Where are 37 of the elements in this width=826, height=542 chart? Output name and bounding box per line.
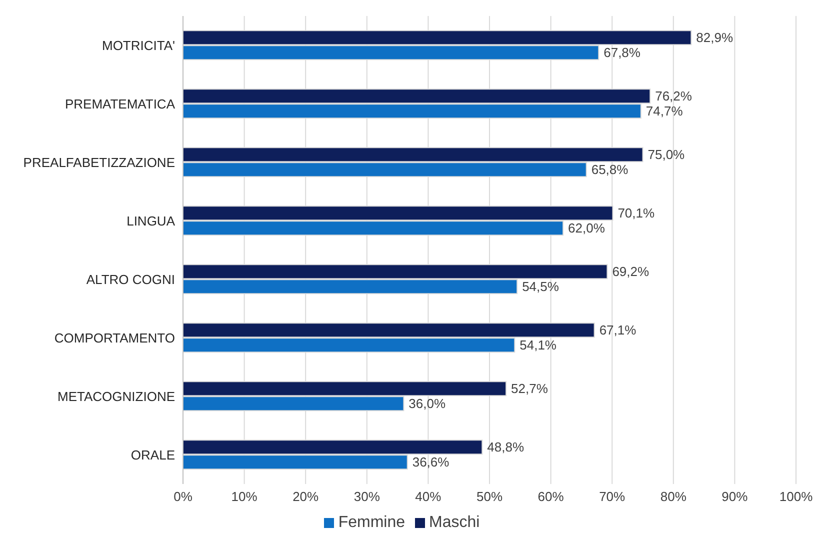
x-tick-label: 0% xyxy=(174,489,193,504)
y-tick-label: MOTRICITA' xyxy=(102,38,175,53)
y-tick-label: ORALE xyxy=(130,447,176,462)
data-label: 65,8% xyxy=(591,162,629,178)
x-tick-label: 70% xyxy=(599,489,626,504)
data-label: 54,1% xyxy=(520,338,557,353)
x-tick-label: 40% xyxy=(415,489,442,504)
data-label: 82,9% xyxy=(696,30,734,46)
x-tick-label: 60% xyxy=(538,489,564,504)
y-tick-label: METACOGNIZIONE xyxy=(58,388,176,404)
legend-label: Femmine xyxy=(338,514,405,531)
data-label: 48,8% xyxy=(487,440,524,455)
data-label: 75,0% xyxy=(648,147,686,162)
data-label: 67,1% xyxy=(599,322,637,338)
data-label: 69,2% xyxy=(612,264,650,280)
y-tick-label: ALTRO COGNI xyxy=(86,272,175,287)
y-tick-label: COMPORTAMENTO xyxy=(54,330,175,346)
y-tick-label: LINGUA xyxy=(126,213,176,228)
data-label: 54,5% xyxy=(522,279,560,294)
x-tick-label: 80% xyxy=(660,489,687,504)
data-label: 74,7% xyxy=(646,104,684,119)
x-tick-label: 100% xyxy=(779,489,814,504)
data-label: 76,2% xyxy=(655,88,692,104)
x-tick-label: 90% xyxy=(722,489,748,504)
x-tick-label: 10% xyxy=(231,489,258,504)
x-tick-label: 20% xyxy=(292,489,320,504)
data-label: 62,0% xyxy=(568,220,606,236)
x-tick-label: 30% xyxy=(354,489,380,504)
data-label: 36,0% xyxy=(408,396,446,412)
y-tick-label: PREALFABETIZZAZIONE xyxy=(23,154,176,170)
data-label: 67,8% xyxy=(604,45,641,60)
data-label: 36,6% xyxy=(412,454,450,470)
data-label: 70,1% xyxy=(618,206,656,221)
x-tick-label: 50% xyxy=(476,489,503,504)
data-label: 52,7% xyxy=(511,381,548,396)
legend-label: Maschi xyxy=(429,514,480,531)
y-tick-label: PREMATEMATICA xyxy=(64,96,176,112)
